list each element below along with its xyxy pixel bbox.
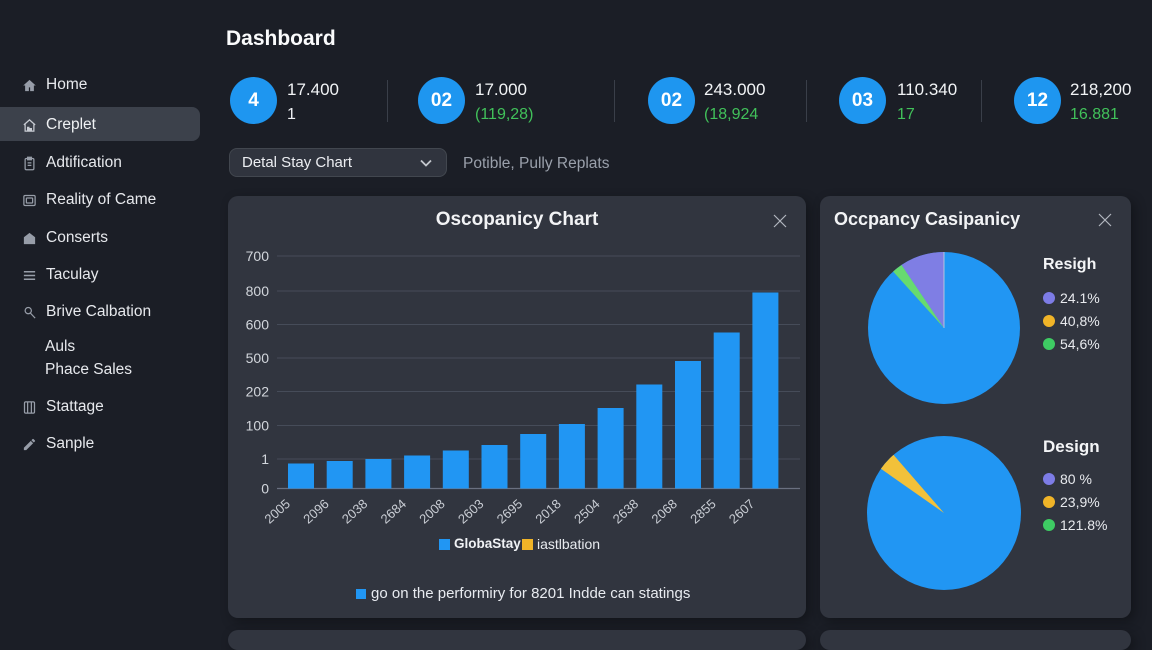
svg-text:100: 100 bbox=[246, 418, 270, 434]
svg-text:2855: 2855 bbox=[687, 496, 719, 526]
svg-text:2504: 2504 bbox=[571, 496, 603, 526]
svg-text:0: 0 bbox=[261, 481, 269, 497]
svg-text:2018: 2018 bbox=[532, 496, 564, 526]
svg-text:2607: 2607 bbox=[726, 496, 758, 526]
svg-text:202: 202 bbox=[246, 384, 270, 400]
svg-text:2638: 2638 bbox=[610, 496, 642, 526]
svg-text:2684: 2684 bbox=[378, 496, 410, 526]
svg-text:800: 800 bbox=[246, 283, 270, 299]
svg-text:500: 500 bbox=[246, 350, 270, 366]
svg-text:2603: 2603 bbox=[455, 496, 487, 526]
svg-text:600: 600 bbox=[246, 317, 270, 333]
svg-text:2695: 2695 bbox=[494, 496, 526, 526]
svg-text:2096: 2096 bbox=[300, 496, 332, 526]
svg-text:2068: 2068 bbox=[648, 496, 680, 526]
svg-text:1: 1 bbox=[261, 451, 269, 467]
svg-text:700: 700 bbox=[246, 248, 270, 264]
svg-text:2038: 2038 bbox=[339, 496, 371, 526]
svg-text:2008: 2008 bbox=[416, 496, 448, 526]
svg-text:2005: 2005 bbox=[261, 496, 293, 526]
